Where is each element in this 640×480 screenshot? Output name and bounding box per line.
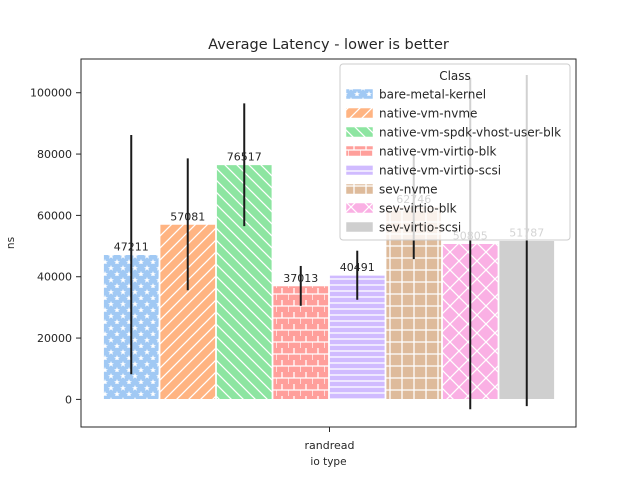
legend-swatch [345, 107, 374, 119]
legend-item-bare-metal-kernel: bare-metal-kernel [345, 88, 486, 102]
x-tick-label: randread [305, 439, 355, 452]
legend-item-native-vm-nvme: native-vm-nvme [345, 107, 477, 121]
x-axis: randread [305, 427, 355, 452]
legend-swatch [345, 221, 374, 233]
legend-item-sev-nvme: sev-nvme [345, 183, 438, 197]
legend-box [339, 63, 571, 241]
y-axis-label: ns [5, 237, 17, 249]
chart-title: Average Latency - lower is better [208, 37, 449, 53]
y-tick-label: 40000 [37, 271, 72, 284]
value-label-bare-metal-kernel: 47211 [114, 241, 149, 254]
legend-swatch [345, 88, 374, 100]
legend-item-native-vm-virtio-blk: native-vm-virtio-blk [345, 145, 497, 159]
legend-item-native-vm-virtio-scsi: native-vm-virtio-scsi [345, 164, 501, 178]
legend-label: native-vm-spdk-vhost-user-blk [379, 126, 561, 140]
legend-item-sev-virtio-scsi: sev-virtio-scsi [345, 221, 461, 235]
y-tick-label: 100000 [30, 87, 72, 100]
legend-label: native-vm-virtio-blk [379, 145, 497, 159]
y-tick-label: 0 [65, 393, 72, 406]
legend-label: native-vm-virtio-scsi [379, 164, 501, 178]
value-label-native-vm-nvme: 57081 [170, 210, 205, 223]
legend-swatch [345, 145, 374, 157]
x-axis-label: io type [310, 456, 346, 468]
legend-swatch [345, 126, 374, 138]
legend-items: bare-metal-kernel native-vm-nvme native-vm… [345, 88, 561, 235]
value-label-native-vm-virtio-scsi: 40491 [340, 261, 375, 274]
legend-label: sev-nvme [379, 183, 438, 197]
legend-swatch [345, 183, 374, 195]
axes-frame [80, 58, 577, 428]
legend-label: native-vm-nvme [379, 107, 477, 121]
legend-swatch [345, 202, 374, 214]
y-tick-label: 60000 [37, 209, 72, 222]
legend-label: sev-virtio-scsi [379, 221, 461, 235]
legend-swatch [345, 164, 374, 176]
legend-item-sev-virtio-blk: sev-virtio-blk [345, 202, 457, 216]
legend-item-native-vm-spdk-vhost-user-blk: native-vm-spdk-vhost-user-blk [345, 126, 561, 140]
value-label-native-vm-virtio-blk: 37013 [283, 272, 318, 285]
y-tick-label: 80000 [37, 148, 72, 161]
y-tick-label: 20000 [37, 332, 72, 345]
y-axis: 0 20000 40000 60000 80000 100000 [30, 87, 81, 406]
legend: Class bare-metal-kernel native-vm-nvme nat… [339, 63, 571, 241]
legend-label: bare-metal-kernel [379, 88, 486, 102]
legend-title: Class [439, 69, 471, 83]
legend-label: sev-virtio-blk [379, 202, 457, 216]
value-label-native-vm-spdk-vhost-user-blk: 76517 [227, 151, 262, 164]
